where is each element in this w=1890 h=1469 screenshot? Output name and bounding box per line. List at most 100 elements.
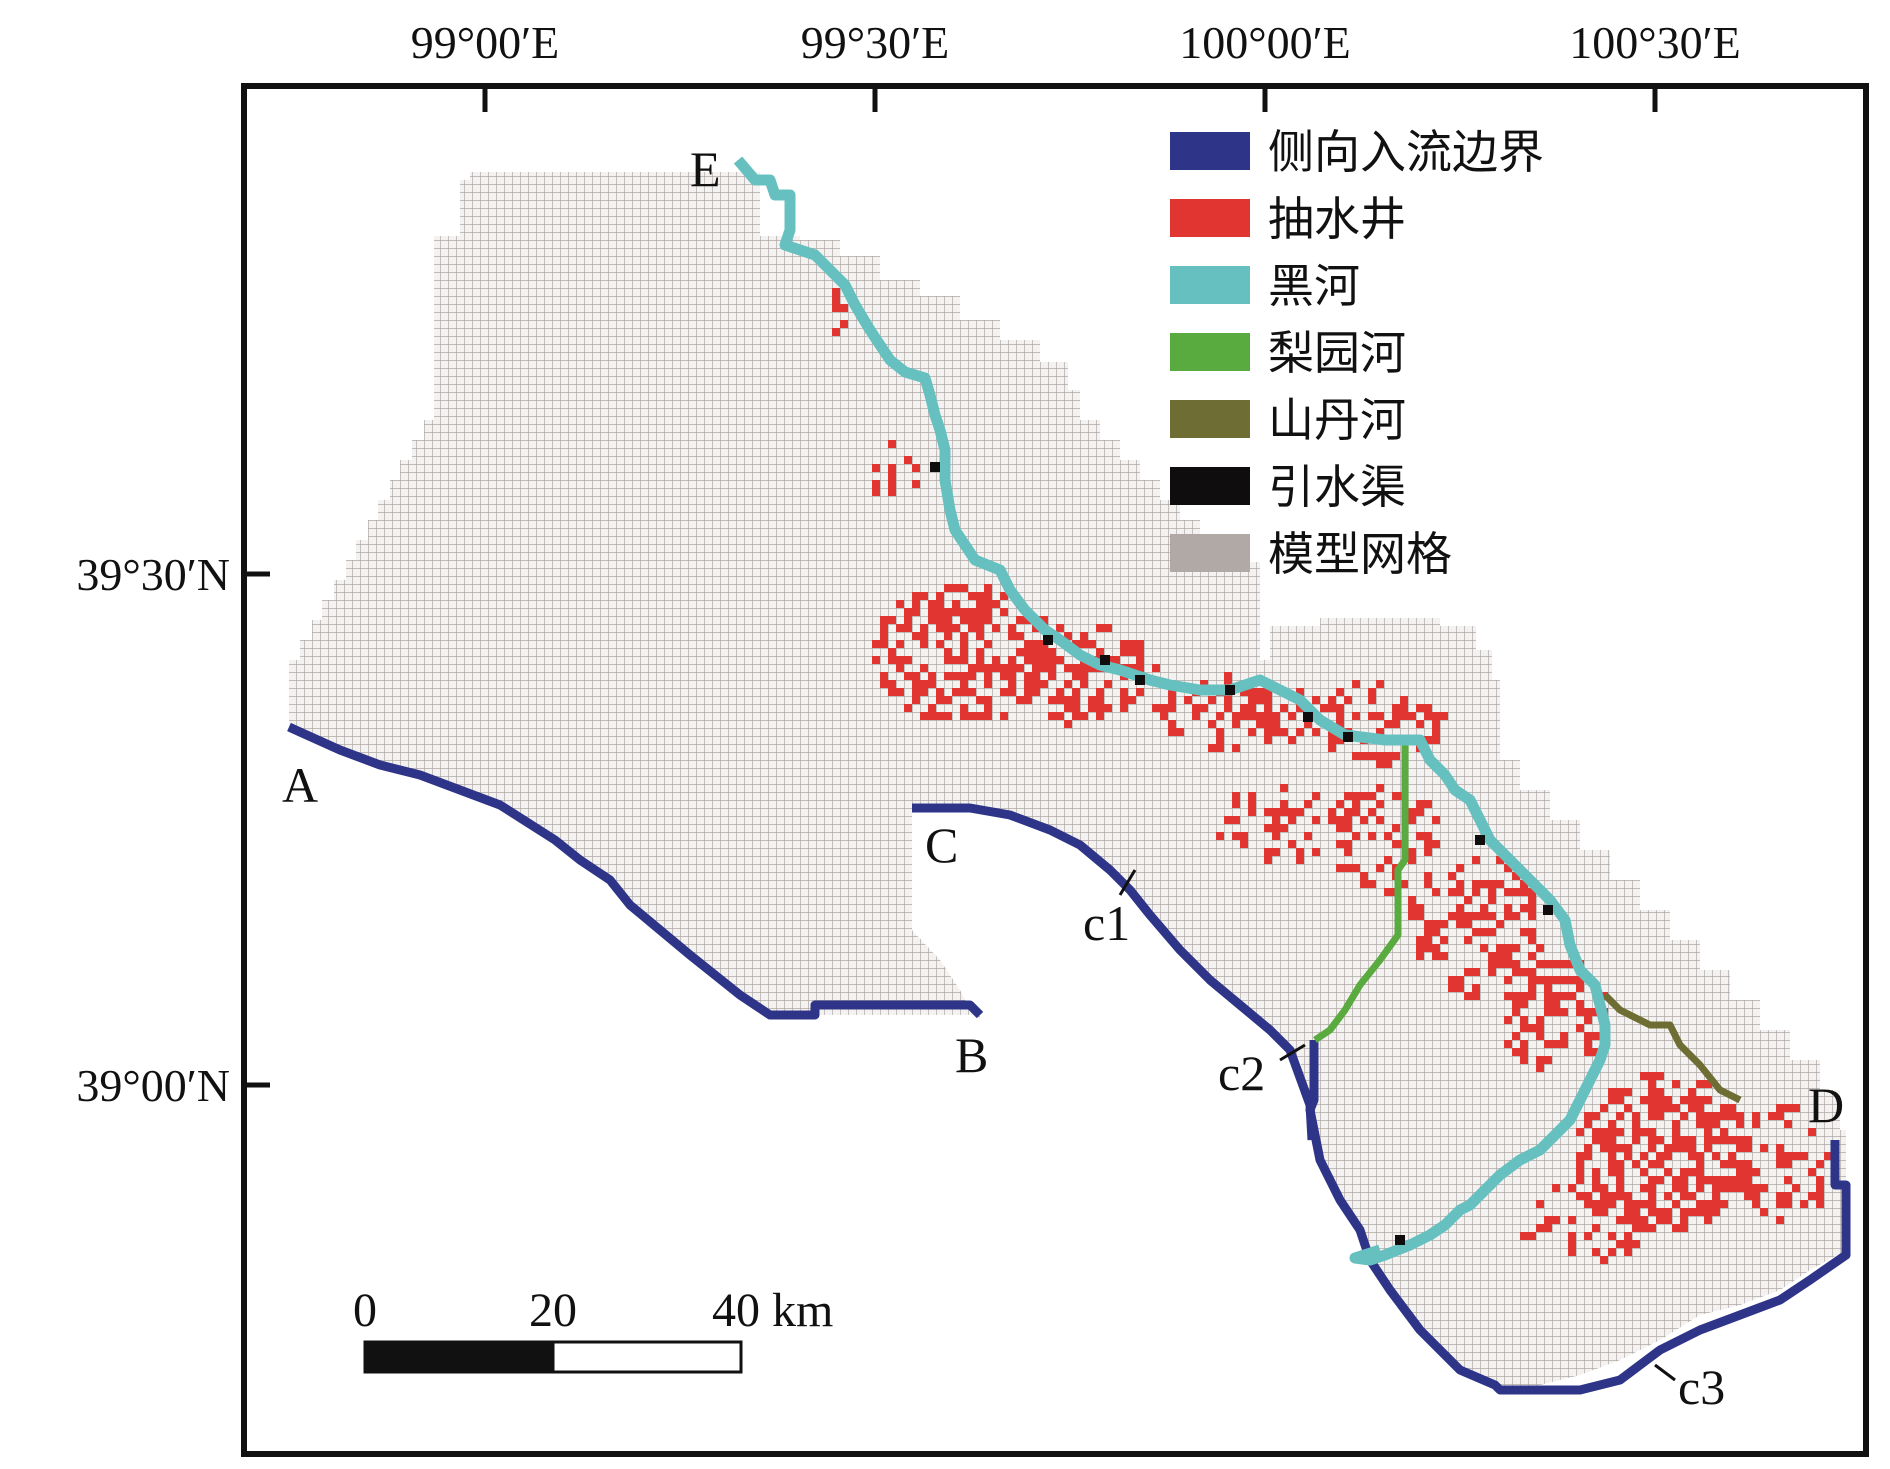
pumping-well-cell: [1552, 1184, 1560, 1192]
pumping-well-cell: [1672, 1224, 1680, 1232]
pumping-well-cell: [944, 632, 952, 640]
pumping-well-cell: [1264, 688, 1272, 696]
pumping-well-cell: [1776, 1200, 1784, 1208]
legend-label: 黑河: [1268, 259, 1360, 313]
pumping-well-cell: [928, 600, 936, 608]
pumping-well-cell: [1344, 848, 1352, 856]
pumping-well-cell: [1432, 720, 1440, 728]
pumping-well-cell: [1776, 1152, 1784, 1160]
pumping-well-cell: [1376, 752, 1384, 760]
pumping-well-cell: [1248, 800, 1256, 808]
pumping-well-cell: [1648, 1160, 1656, 1168]
pumping-well-cell: [840, 304, 848, 312]
pumping-well-cell: [832, 328, 840, 336]
pumping-well-cell: [1592, 1224, 1600, 1232]
pumping-well-cell: [1472, 984, 1480, 992]
pumping-well-cell: [1064, 680, 1072, 688]
pumping-well-cell: [1416, 944, 1424, 952]
pumping-well-cell: [1528, 904, 1536, 912]
pumping-well-cell: [1712, 1176, 1720, 1184]
pumping-well-cell: [984, 704, 992, 712]
pumping-well-cell: [1608, 1088, 1616, 1096]
pumping-well-cell: [1488, 968, 1496, 976]
pumping-well-cell: [1272, 816, 1280, 824]
pumping-well-cell: [976, 696, 984, 704]
pumping-well-cell: [1416, 912, 1424, 920]
pumping-well-cell: [888, 656, 896, 664]
pumping-well-cell: [1392, 824, 1400, 832]
pumping-well-cell: [1616, 1144, 1624, 1152]
pumping-well-cell: [1312, 696, 1320, 704]
pumping-well-cell: [1624, 1192, 1632, 1200]
pumping-well-cell: [1352, 712, 1360, 720]
pumping-well-cell: [896, 600, 904, 608]
pumping-well-cell: [1640, 1224, 1648, 1232]
pumping-well-cell: [1608, 1200, 1616, 1208]
pumping-well-cell: [1648, 1176, 1656, 1184]
pumping-well-cell: [1424, 920, 1432, 928]
pumping-well-cell: [1280, 808, 1288, 816]
pumping-well-cell: [1416, 704, 1424, 712]
pumping-well-cell: [1456, 976, 1464, 984]
scale-label: 20: [529, 1284, 577, 1337]
pumping-well-cell: [1664, 1104, 1672, 1112]
pumping-well-cell: [1304, 832, 1312, 840]
pumping-well-cell: [1304, 800, 1312, 808]
pumping-well-cell: [1552, 1000, 1560, 1008]
pumping-well-cell: [1432, 920, 1440, 928]
pumping-well-cell: [1656, 1112, 1664, 1120]
pumping-well-cell: [1360, 752, 1368, 760]
pumping-well-cell: [1552, 1216, 1560, 1224]
pumping-well-cell: [872, 656, 880, 664]
pumping-well-cell: [1784, 1120, 1792, 1128]
pumping-well-cell: [1264, 824, 1272, 832]
pumping-well-cell: [1552, 960, 1560, 968]
pumping-well-cell: [1512, 912, 1520, 920]
pumping-well-cell: [1392, 712, 1400, 720]
canal-intake: [1543, 905, 1553, 915]
pumping-well-cell: [1696, 1096, 1704, 1104]
pumping-well-cell: [912, 680, 920, 688]
pumping-well-cell: [1648, 1208, 1656, 1216]
pumping-well-cell: [1560, 1032, 1568, 1040]
pumping-well-cell: [1512, 960, 1520, 968]
pumping-well-cell: [1416, 936, 1424, 944]
pumping-well-cell: [1032, 688, 1040, 696]
pumping-well-cell: [1240, 688, 1248, 696]
pumping-well-cell: [920, 632, 928, 640]
pumping-well-cell: [1680, 1192, 1688, 1200]
pumping-well-cell: [1648, 1112, 1656, 1120]
pumping-well-cell: [1672, 1080, 1680, 1088]
pumping-well-cell: [1648, 1080, 1656, 1088]
pumping-well-cell: [1224, 816, 1232, 824]
pumping-well-cell: [1224, 680, 1232, 688]
pumping-well-cell: [1576, 976, 1584, 984]
pumping-well-cell: [1240, 832, 1248, 840]
pumping-well-cell: [944, 696, 952, 704]
pumping-well-cell: [1728, 1104, 1736, 1112]
pumping-well-cell: [1576, 1160, 1584, 1168]
pumping-well-cell: [1424, 736, 1432, 744]
pumping-well-cell: [1504, 904, 1512, 912]
pumping-well-cell: [1088, 664, 1096, 672]
pumping-well-cell: [1704, 1112, 1712, 1120]
pumping-well-cell: [1792, 1184, 1800, 1192]
pumping-well-cell: [1024, 680, 1032, 688]
pumping-well-cell: [1336, 864, 1344, 872]
pumping-well-cell: [1704, 1176, 1712, 1184]
lon-tick-label: 99°30′E: [801, 17, 950, 68]
pumping-well-cell: [1656, 1088, 1664, 1096]
pumping-well-cell: [968, 664, 976, 672]
pumping-well-cell: [1368, 880, 1376, 888]
pumping-well-cell: [1376, 800, 1384, 808]
pumping-well-cell: [1192, 712, 1200, 720]
pumping-well-cell: [1000, 608, 1008, 616]
pumping-well-cell: [1000, 664, 1008, 672]
pumping-well-cell: [1656, 1208, 1664, 1216]
pumping-well-cell: [1000, 688, 1008, 696]
pumping-well-cell: [1336, 712, 1344, 720]
pumping-well-cell: [1208, 696, 1216, 704]
pumping-well-cell: [1656, 1176, 1664, 1184]
pumping-well-cell: [1216, 736, 1224, 744]
pumping-well-cell: [1352, 808, 1360, 816]
